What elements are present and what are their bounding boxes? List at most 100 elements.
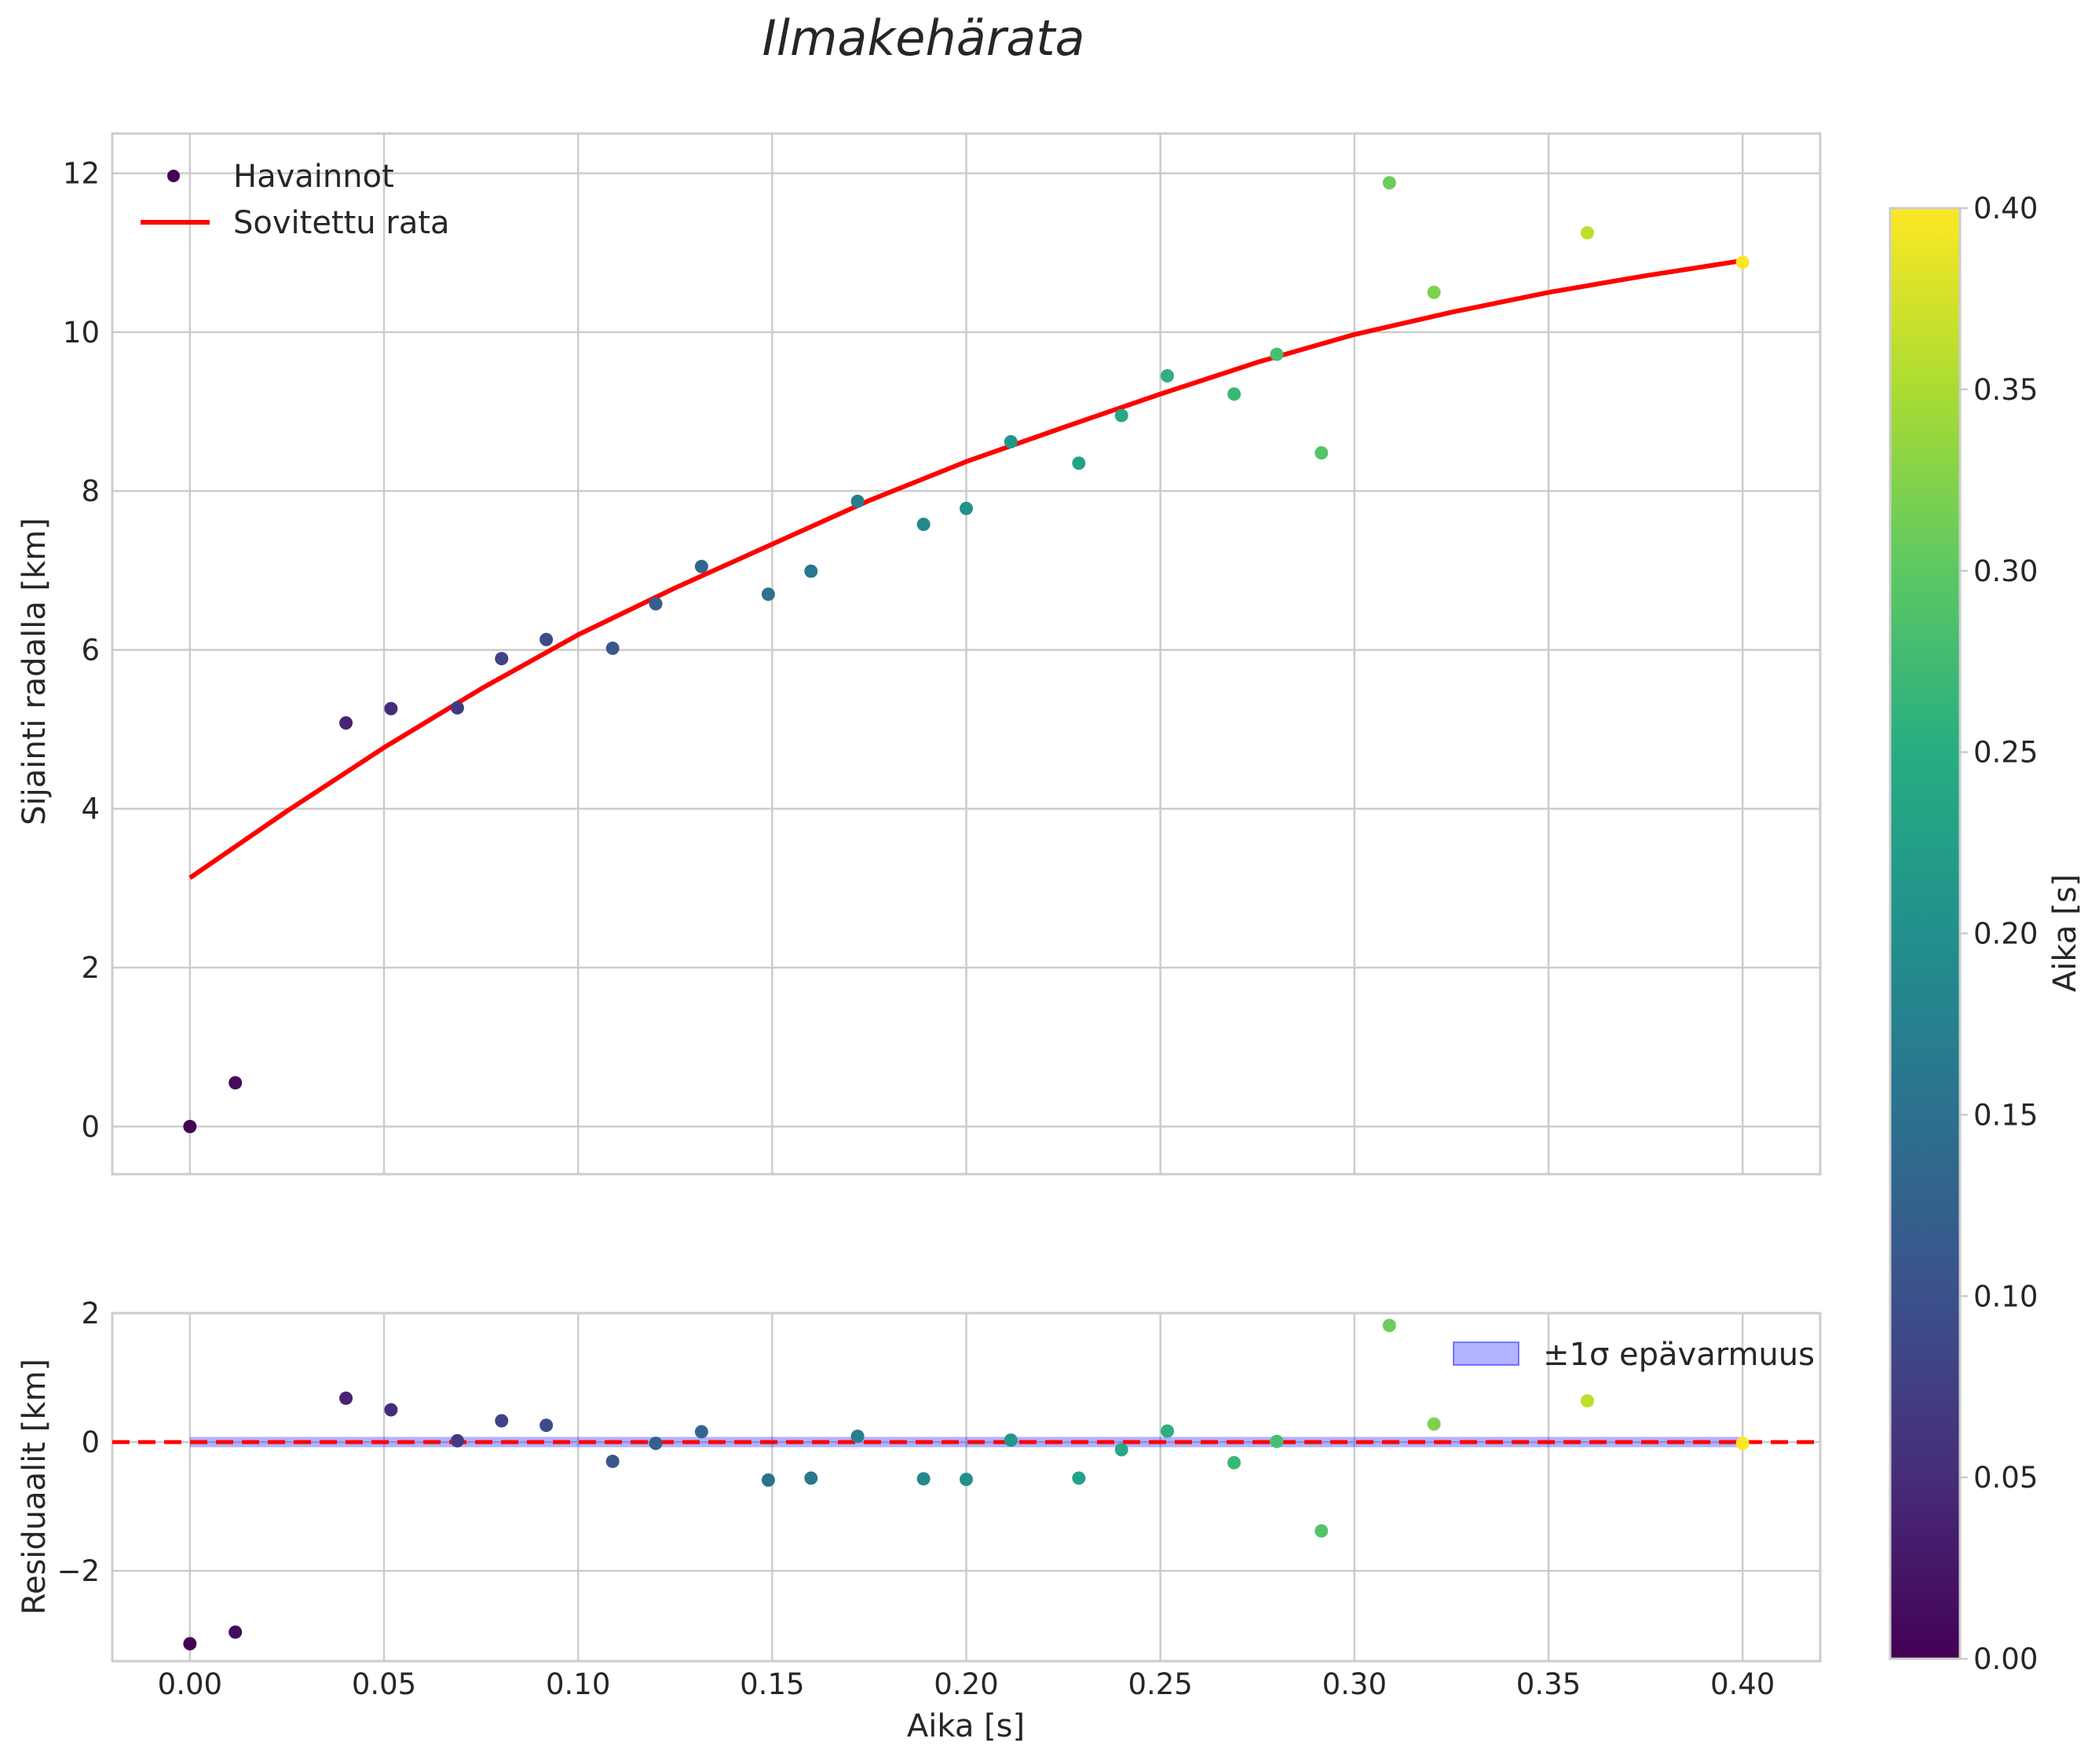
colorbar: 0.00 0.05 0.10 0.15 0.20 0.25 0.30 0.35 0.40 Aik… <box>1889 192 2083 1676</box>
residual-point <box>605 1455 620 1469</box>
top-fit-layer <box>188 258 1743 880</box>
bottom-x-tick-labels: 0.00 0.05 0.10 0.15 0.20 0.25 0.30 0.35 0.40 <box>158 1667 1775 1701</box>
observation-point <box>183 1119 197 1133</box>
x-tick-label: 0.25 <box>1128 1667 1192 1701</box>
legend-bottom: ±1σ epävarmuus <box>1453 1337 1815 1373</box>
observation-point <box>605 641 620 655</box>
observation-point <box>1161 368 1175 382</box>
observation-point <box>649 597 663 611</box>
top-y-tick-label: 10 <box>63 316 100 350</box>
x-tick-label: 0.15 <box>740 1667 804 1701</box>
residual-point <box>960 1473 973 1487</box>
x-tick-label: 0.30 <box>1322 1667 1387 1701</box>
colorbar-tick-label: 0.20 <box>1973 917 2038 951</box>
top-grid <box>112 134 1820 1174</box>
legend-swatch-uncertainty <box>1453 1341 1519 1366</box>
residual-point <box>1004 1433 1018 1447</box>
bottom-y-tick-label: 0 <box>81 1425 100 1459</box>
top-y-tick-label: 12 <box>63 157 100 191</box>
residual-point <box>183 1637 197 1651</box>
observation-point <box>495 652 509 666</box>
residual-point <box>649 1436 663 1451</box>
residual-point <box>804 1471 818 1485</box>
residual-point <box>1270 1434 1284 1448</box>
x-tick-label: 0.20 <box>934 1667 998 1701</box>
legend-label-sovitettu: Sovitettu rata <box>233 205 450 241</box>
observation-point <box>761 587 775 602</box>
observation-point <box>1004 434 1018 448</box>
x-tick-label: 0.35 <box>1516 1667 1581 1701</box>
residual-point <box>384 1403 398 1417</box>
residual-point <box>1114 1443 1128 1457</box>
observation-point <box>1735 255 1750 269</box>
colorbar-label: Aika [s] <box>2047 874 2083 992</box>
residual-point <box>229 1625 243 1639</box>
colorbar-tick-label: 0.00 <box>1973 1642 2038 1676</box>
bottom-y-axis-label: Residuaalit [km] <box>16 1359 53 1615</box>
residual-point <box>1315 1524 1329 1538</box>
top-y-tick-label: 8 <box>81 474 100 508</box>
residual-point <box>1382 1319 1396 1333</box>
colorbar-tick-label: 0.10 <box>1973 1279 2038 1313</box>
legend-label-uncertainty: ±1σ epävarmuus <box>1543 1337 1815 1373</box>
observation-point <box>804 564 818 578</box>
observation-point <box>850 494 865 508</box>
observation-point <box>1072 456 1086 470</box>
bottom-grid <box>112 1312 1820 1661</box>
residual-point <box>1427 1417 1441 1431</box>
observation-point <box>229 1076 243 1090</box>
residual-point <box>1735 1436 1750 1451</box>
top-y-tick-label: 2 <box>81 951 100 985</box>
top-points-layer <box>183 176 1750 1133</box>
x-tick-label: 0.10 <box>546 1667 610 1701</box>
residual-point <box>450 1433 464 1447</box>
legend-marker-havainnot <box>167 170 180 182</box>
residual-point <box>694 1425 708 1439</box>
residual-point <box>495 1414 509 1428</box>
observation-point <box>1427 285 1441 299</box>
observation-point <box>539 632 554 646</box>
top-y-tick-label: 6 <box>81 633 100 667</box>
colorbar-tick-label: 0.35 <box>1973 373 2038 407</box>
residual-point <box>1227 1455 1241 1469</box>
colorbar-ticks: 0.00 0.05 0.10 0.15 0.20 0.25 0.30 0.35 0.40 <box>1960 192 2038 1676</box>
residual-point <box>1161 1424 1175 1438</box>
observation-point <box>960 501 973 515</box>
observation-point <box>694 559 708 573</box>
bottom-y-tick-label: −2 <box>57 1554 100 1588</box>
observation-point <box>1114 408 1128 423</box>
residual-point <box>761 1473 775 1487</box>
colorbar-tick-label: 0.25 <box>1973 736 2038 770</box>
top-panel: 0 2 4 6 8 10 12 Sijainti radalla [km] Havainno… <box>16 132 1822 1176</box>
legend-top: Havainnot Sovitettu rata <box>141 159 450 241</box>
colorbar-tick-label: 0.30 <box>1973 554 2038 588</box>
top-y-tick-label: 4 <box>81 792 100 826</box>
residual-point <box>339 1391 353 1405</box>
x-axis-label: Aika [s] <box>907 1708 1025 1744</box>
observation-point <box>1227 387 1241 401</box>
residual-point <box>1580 1394 1594 1408</box>
observation-point <box>1382 176 1396 190</box>
x-tick-label: 0.40 <box>1710 1667 1775 1701</box>
observation-point <box>916 518 931 532</box>
bottom-points-layer <box>183 1319 1750 1651</box>
bottom-uncertainty-band <box>189 1436 1743 1447</box>
bottom-panel: −2 0 2 0.00 0.05 0.10 0.15 0.20 0.25 0.30 0.35 0.4… <box>16 1297 1822 1744</box>
residual-point <box>916 1472 931 1486</box>
residual-point <box>1072 1471 1086 1485</box>
residual-point <box>539 1418 554 1433</box>
colorbar-gradient <box>1889 207 1962 1660</box>
observation-point <box>1270 347 1284 361</box>
observation-point <box>450 701 464 715</box>
bottom-y-tick-labels: −2 0 2 <box>57 1297 100 1588</box>
colorbar-tick-label: 0.15 <box>1973 1098 2038 1132</box>
residual-point <box>850 1429 865 1444</box>
x-tick-label: 0.05 <box>352 1667 416 1701</box>
top-y-axis-label: Sijainti radalla [km] <box>16 518 53 825</box>
top-y-tick-label: 0 <box>81 1110 100 1144</box>
observation-point <box>339 715 353 730</box>
bottom-y-tick-label: 2 <box>81 1297 100 1330</box>
colorbar-tick-label: 0.40 <box>1973 192 2038 225</box>
fit-line <box>188 258 1743 880</box>
